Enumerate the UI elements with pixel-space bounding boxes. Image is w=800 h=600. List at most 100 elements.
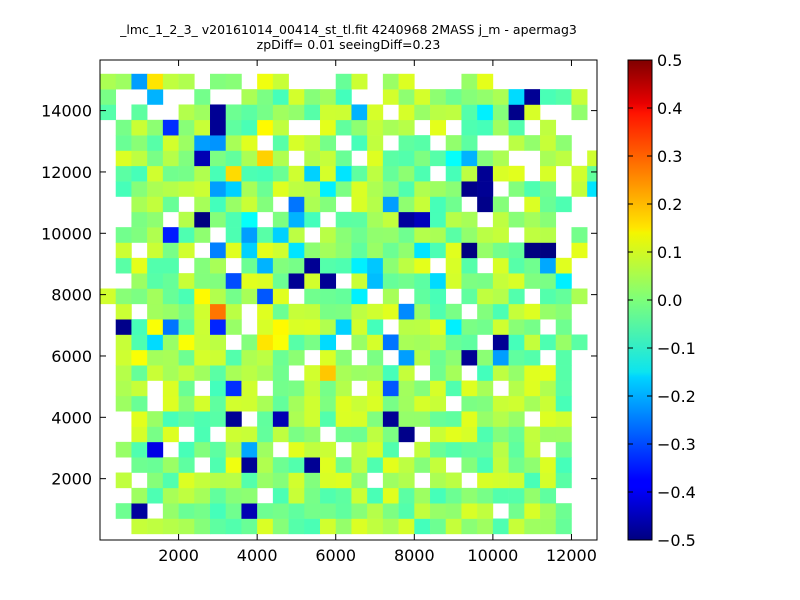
heatmap-cell xyxy=(461,518,478,535)
heatmap-cell xyxy=(351,119,368,136)
heatmap-cell xyxy=(131,349,148,366)
heatmap-cell xyxy=(430,150,447,167)
heatmap-cell xyxy=(555,273,572,289)
heatmap-cell xyxy=(241,472,258,489)
heatmap-cell xyxy=(241,119,258,136)
heatmap-cell xyxy=(100,73,117,90)
heatmap-cell xyxy=(382,273,399,289)
heatmap-cell xyxy=(320,380,337,397)
heatmap-cell xyxy=(257,242,274,259)
heatmap-cell xyxy=(477,365,494,381)
heatmap-cell xyxy=(241,487,258,504)
heatmap-cell xyxy=(524,472,541,489)
colorbar-tick-label: 0.3 xyxy=(657,147,682,166)
heatmap-cell xyxy=(257,119,274,136)
heatmap-cell xyxy=(241,518,258,535)
heatmap-cell xyxy=(178,349,195,366)
heatmap-cell xyxy=(414,334,431,351)
heatmap-cell xyxy=(147,135,164,151)
heatmap-cell xyxy=(461,150,478,167)
heatmap-cell xyxy=(382,395,399,412)
heatmap-cell xyxy=(398,119,415,136)
heatmap-cell xyxy=(398,319,415,335)
heatmap-cell xyxy=(225,288,242,305)
heatmap-cell xyxy=(571,89,588,105)
heatmap-cell xyxy=(225,349,242,366)
heatmap-cell xyxy=(115,165,132,182)
heatmap-cell xyxy=(540,181,557,197)
heatmap-cell xyxy=(335,165,352,182)
heatmap-cell xyxy=(194,165,211,182)
heatmap-cell xyxy=(445,426,462,443)
heatmap-cell xyxy=(288,457,305,473)
heatmap-cell xyxy=(178,472,195,489)
heatmap-cell xyxy=(445,441,462,458)
heatmap-cell xyxy=(351,73,368,90)
heatmap-cell xyxy=(304,411,321,427)
heatmap-cell xyxy=(461,273,478,289)
y-tick-label: 6000 xyxy=(51,347,92,366)
heatmap-cell xyxy=(540,135,557,151)
heatmap-cell xyxy=(445,365,462,381)
heatmap-cell xyxy=(194,227,211,243)
heatmap-cell xyxy=(398,503,415,519)
heatmap-cell xyxy=(351,319,368,335)
heatmap-cell xyxy=(367,303,384,320)
heatmap-cell xyxy=(241,349,258,366)
heatmap-cell xyxy=(524,365,541,381)
heatmap-cell xyxy=(414,273,431,289)
heatmap-cell xyxy=(304,273,321,289)
heatmap-cell xyxy=(210,457,227,473)
heatmap-cell xyxy=(430,441,447,458)
heatmap-cell xyxy=(461,165,478,182)
heatmap-cell xyxy=(477,288,494,305)
heatmap-cell xyxy=(178,487,195,504)
heatmap-cell xyxy=(257,395,274,412)
heatmap-cell xyxy=(178,135,195,151)
heatmap-cell xyxy=(477,242,494,259)
heatmap-cell xyxy=(445,181,462,197)
heatmap-cell xyxy=(225,441,242,458)
heatmap-cell xyxy=(540,487,557,504)
heatmap-cell xyxy=(288,518,305,535)
heatmap-cell xyxy=(115,257,132,274)
heatmap-cell xyxy=(162,165,179,182)
heatmap-cell xyxy=(382,334,399,351)
heatmap-cell xyxy=(540,119,557,136)
heatmap-cell xyxy=(131,150,148,167)
heatmap-cell xyxy=(367,426,384,443)
heatmap-cell xyxy=(162,380,179,397)
heatmap-cell xyxy=(162,257,179,274)
heatmap-cell xyxy=(492,273,509,289)
heatmap-cell xyxy=(257,411,274,427)
heatmap-cell xyxy=(351,196,368,213)
y-tick-label: 14000 xyxy=(41,102,92,121)
x-tick-label: 10000 xyxy=(467,546,518,565)
heatmap-cell xyxy=(492,227,509,243)
heatmap-cell xyxy=(524,426,541,443)
heatmap-cell xyxy=(508,257,525,274)
heatmap-cell xyxy=(382,503,399,519)
heatmap-cell xyxy=(571,104,588,121)
heatmap-cell xyxy=(304,518,321,535)
heatmap-cell xyxy=(178,242,195,259)
heatmap-cell xyxy=(320,487,337,504)
heatmap-cell xyxy=(461,227,478,243)
heatmap-cell xyxy=(430,273,447,289)
heatmap-cell xyxy=(367,411,384,427)
heatmap-cell xyxy=(477,119,494,136)
heatmap-cell xyxy=(210,211,227,228)
heatmap-cell xyxy=(131,411,148,427)
heatmap-cell xyxy=(461,119,478,136)
heatmap-cell xyxy=(382,472,399,489)
heatmap-cell xyxy=(492,365,509,381)
heatmap-cell xyxy=(430,89,447,105)
heatmap-cell xyxy=(162,518,179,535)
x-tick-label: 6000 xyxy=(315,546,356,565)
heatmap-cell xyxy=(320,242,337,259)
heatmap-cell xyxy=(147,181,164,197)
heatmap-cell xyxy=(335,104,352,121)
heatmap-cell xyxy=(524,487,541,504)
heatmap-cell xyxy=(445,89,462,105)
heatmap-cell xyxy=(382,242,399,259)
